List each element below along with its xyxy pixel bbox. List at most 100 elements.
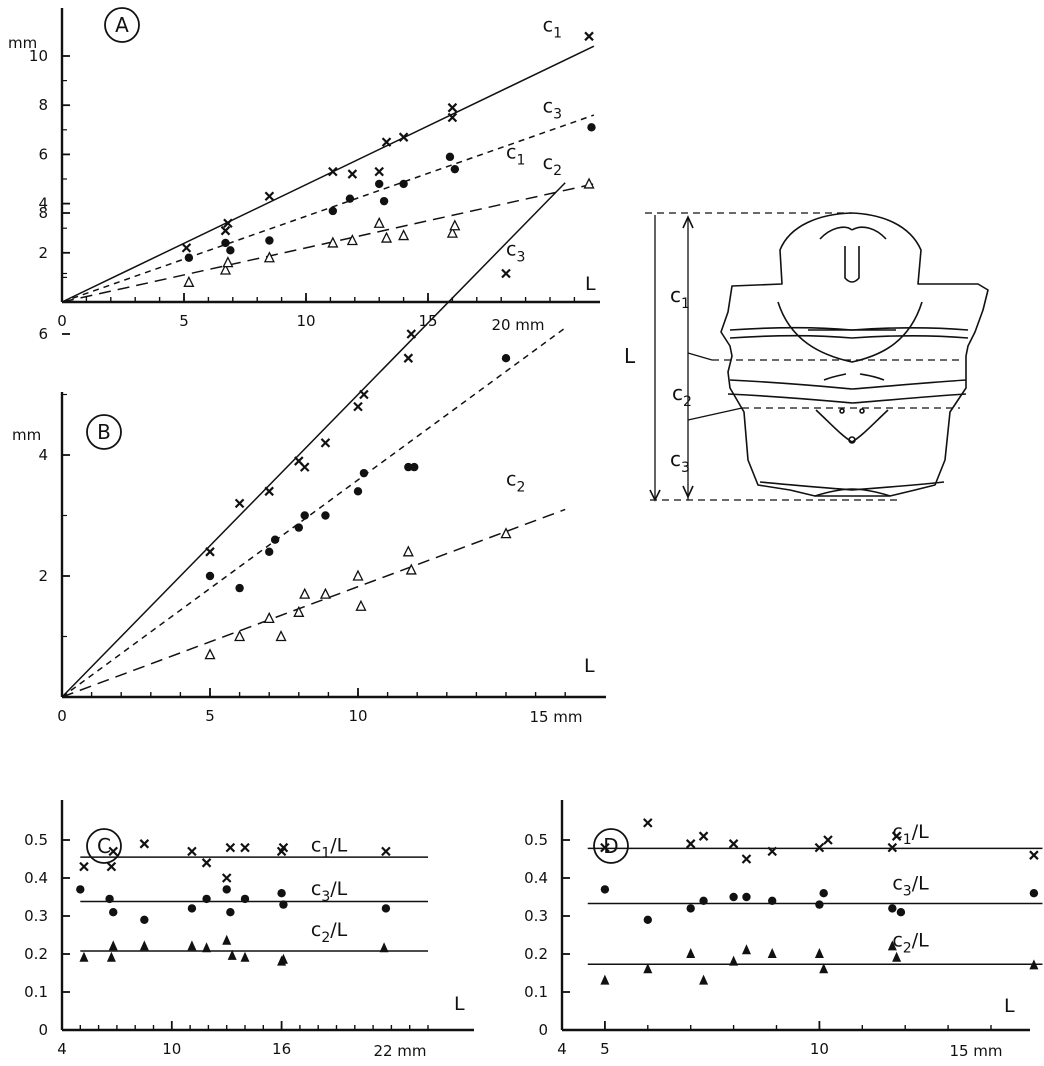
panel-c-y-tick-label: 0.5 <box>24 831 48 849</box>
panel-d-c1-per-l-point <box>643 818 653 828</box>
panel-b-c3-point <box>359 468 369 478</box>
panel-b-c1-point <box>353 401 363 412</box>
panel-c-c3-per-l-point <box>381 904 391 913</box>
panel-a-y-axis-label: mm <box>8 34 37 52</box>
panel-d-c3-per-l-point <box>819 889 828 898</box>
panel-d-c2-per-l-point <box>741 944 751 955</box>
panel-c-c2-per-l-point <box>379 942 389 953</box>
panel-b-y-axis-label: mm <box>12 426 41 444</box>
panel-b-c3-point <box>321 511 330 520</box>
panel-d-c3-per-l-point <box>1029 889 1039 898</box>
panel-a-y-tick-label: 10 <box>29 47 48 65</box>
panel-d-c2-per-l-point <box>767 948 777 958</box>
panel-a-x-tick-label: 5 <box>179 312 189 330</box>
panel-b-c1-point <box>264 486 274 497</box>
panel-b-y-tick-label: 4 <box>38 446 48 464</box>
panel-d-badge-circle <box>593 828 629 864</box>
panel-a-c3-point <box>587 123 596 132</box>
panel-d-y-tick-label: 0.1 <box>524 983 548 1001</box>
head-capsule-diagram: L c1 c2 c3 <box>624 212 989 502</box>
panel-a-c3-point <box>379 196 389 206</box>
panel-a-c1-point <box>264 191 275 201</box>
panel-d-c2-per-l-point <box>1029 959 1039 970</box>
panel-b-c2-point <box>275 630 287 642</box>
panel-a-y-tick-label: 2 <box>38 244 48 262</box>
panel-d-badge-letter: D <box>603 834 618 858</box>
panel-a-c1-point <box>220 225 231 236</box>
panel-d-c3-per-l-point <box>742 892 751 902</box>
panel-d-c1-per-l-point <box>741 854 752 864</box>
panel-b-c1-point <box>299 462 310 472</box>
panel-d-c3-per-l-label: c3/L <box>892 872 929 899</box>
panel-d-c2-per-l-point <box>686 948 696 958</box>
panel-b-x-unit-label: 15 mm <box>529 708 582 726</box>
panel-a-x-tick-label: 15 <box>418 312 437 330</box>
panel-b-c1-label: c1 <box>506 142 525 169</box>
panel-c-y-tick-label: 0.1 <box>24 983 48 1001</box>
panel-c-badge-letter: C <box>97 834 111 858</box>
panel-b-chart: 0 5 10 15 mm 2 4 6 8 mm L Bc1 c3 c2 <box>12 142 606 726</box>
panel-b-c3-point <box>235 583 244 593</box>
panel-a-c2-point <box>398 229 410 241</box>
panel-c-c3-per-l-point <box>226 908 235 917</box>
panel-c-c1-per-l-point <box>106 861 117 872</box>
panel-b-c2-point <box>355 599 367 611</box>
panel-a-c1-point <box>447 112 458 123</box>
panel-c-c2-per-l-point <box>187 940 197 951</box>
diagram-label-c2: c2 <box>672 381 692 410</box>
panel-d-x-tick-label: 5 <box>600 1040 610 1058</box>
panel-a-c1-point <box>181 243 192 253</box>
panel-d-c3-per-l-point <box>686 904 695 913</box>
panel-d-y-tick-label: 0.4 <box>524 869 548 887</box>
panel-a-y-tick-label: 6 <box>38 145 48 163</box>
panel-d-y-tick-label: 0.2 <box>524 945 548 963</box>
panel-d-c2-per-l-label: c2/L <box>892 929 929 956</box>
panel-c-c1-per-l-point <box>240 842 250 853</box>
panel-c-c2-per-l-point <box>139 940 149 951</box>
panel-d-c1-per-l-point <box>1029 850 1039 860</box>
panel-d-c2-per-l-point <box>643 963 653 974</box>
panel-d-y-tick-label: 0 <box>538 1021 548 1039</box>
panel-a-fit-line-c3 <box>61 114 595 303</box>
panel-d-c1-per-l-point <box>814 842 825 853</box>
panel-b-c3-point <box>501 354 511 363</box>
panel-d-c3-per-l-point <box>643 915 652 924</box>
panel-a-c2-point <box>219 263 232 275</box>
panel-b-y-tick-label: 6 <box>38 325 48 343</box>
panel-b-fit-line-c1 <box>61 182 566 698</box>
panel-a-c3-point <box>184 253 194 262</box>
panel-c-c1-per-l-point <box>278 842 289 853</box>
panel-d-c2-per-l-point <box>729 955 739 966</box>
panel-d-c1-per-l-point <box>698 831 709 841</box>
panel-a-c2-label: c2 <box>543 152 562 179</box>
panel-b-c1-point <box>234 498 245 509</box>
panel-a-c2-point <box>380 231 393 243</box>
panel-b-c2-point <box>352 569 364 581</box>
diagram-label-l: L <box>624 344 636 368</box>
panel-b-c2-point <box>263 611 275 623</box>
panel-b-c1-point <box>359 389 369 400</box>
panel-c-x-tick-label: 16 <box>272 1040 291 1058</box>
panel-b-c3-point <box>294 523 303 532</box>
panel-c-x-unit-label: 22 mm <box>373 1042 426 1060</box>
panel-b-x-axis-label: L <box>584 655 595 677</box>
panel-c-c2-per-l-point <box>79 951 89 962</box>
panel-b-c3-point <box>270 535 280 544</box>
panel-c-c1-per-l-point <box>139 839 150 849</box>
panel-a-c2-point <box>373 216 385 228</box>
panel-d-y-tick-label: 0.5 <box>524 831 548 849</box>
panel-d-c1-per-l-point <box>600 842 610 853</box>
panel-d-y-tick-label: 0.3 <box>524 907 548 925</box>
panel-d-c2-per-l-point <box>699 974 709 985</box>
panel-a-y-tick-label: 8 <box>38 96 48 114</box>
panel-c-c1-per-l-point <box>221 873 232 883</box>
panel-a-c3-point <box>328 206 338 216</box>
panel-c-c3-per-l-point <box>240 894 250 904</box>
panel-a-c3-point <box>450 164 460 174</box>
panel-c-c1-per-l-point <box>187 846 197 857</box>
panel-a-x-axis-label: L <box>585 273 596 295</box>
panel-c-c1-per-l-point <box>79 861 89 872</box>
panel-c-y-tick-label: 0 <box>38 1021 48 1039</box>
panel-a-c1-point <box>347 169 358 179</box>
